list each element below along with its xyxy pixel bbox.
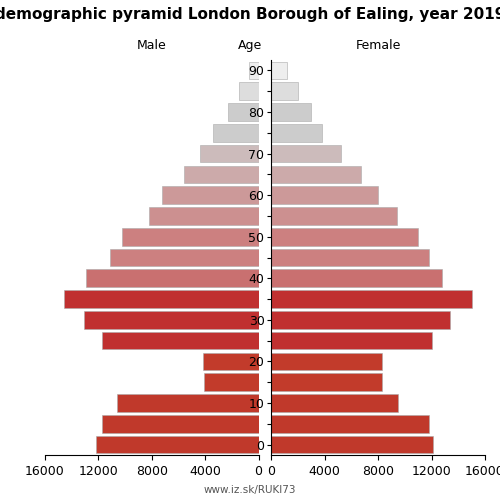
Bar: [213, 124, 258, 142]
Bar: [64, 290, 258, 308]
Text: www.iz.sk/RUKI73: www.iz.sk/RUKI73: [204, 485, 296, 495]
Bar: [272, 186, 378, 204]
Bar: [200, 144, 258, 162]
Text: Age: Age: [238, 40, 262, 52]
Bar: [272, 207, 397, 225]
Bar: [249, 62, 258, 79]
Bar: [272, 62, 287, 79]
Bar: [122, 228, 258, 246]
Bar: [272, 415, 429, 432]
Bar: [84, 311, 258, 328]
Bar: [102, 332, 258, 349]
Bar: [102, 415, 258, 432]
Text: Male: Male: [137, 39, 166, 52]
Bar: [272, 311, 450, 328]
Text: demographic pyramid London Borough of Ealing, year 2019: demographic pyramid London Borough of Ea…: [0, 8, 500, 22]
Bar: [272, 144, 341, 162]
Bar: [272, 82, 298, 100]
Bar: [204, 374, 258, 391]
Bar: [272, 290, 471, 308]
Bar: [272, 248, 429, 266]
Bar: [162, 186, 258, 204]
Bar: [272, 228, 418, 246]
Bar: [110, 248, 258, 266]
Bar: [96, 436, 258, 454]
Bar: [149, 207, 258, 225]
Bar: [272, 374, 382, 391]
Bar: [272, 394, 398, 412]
Bar: [272, 103, 312, 121]
Bar: [272, 332, 432, 349]
Bar: [272, 436, 433, 454]
Bar: [272, 124, 322, 142]
Bar: [272, 352, 382, 370]
Bar: [228, 103, 258, 121]
Bar: [202, 352, 258, 370]
Text: Female: Female: [356, 39, 401, 52]
Bar: [117, 394, 258, 412]
Bar: [272, 166, 361, 183]
Bar: [238, 82, 258, 100]
Bar: [184, 166, 258, 183]
Bar: [86, 270, 258, 287]
Bar: [272, 270, 442, 287]
